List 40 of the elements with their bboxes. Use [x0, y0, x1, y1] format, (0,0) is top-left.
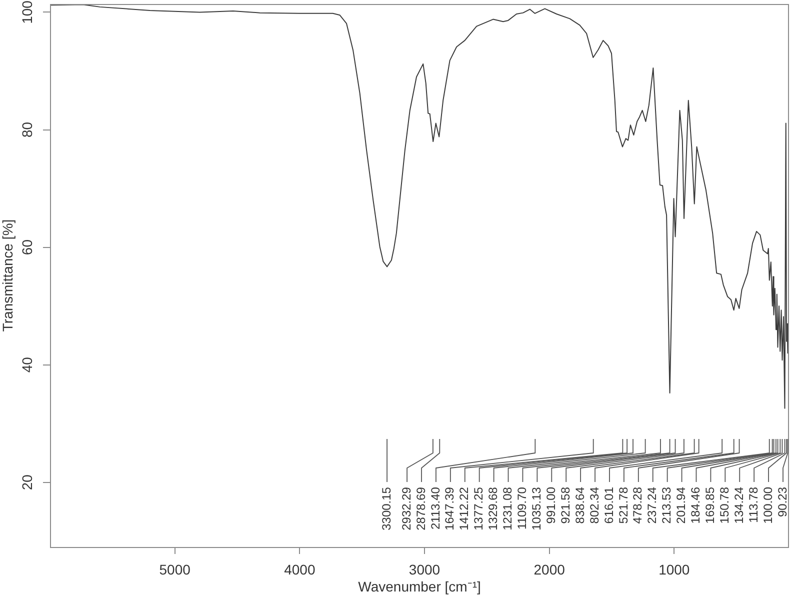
annotation: 169.85: [703, 486, 718, 524]
annotation: 616.01: [602, 486, 616, 524]
x-tick-label: 5000: [159, 561, 191, 578]
x-tick-label: 3000: [408, 561, 440, 578]
annotation: 2932.29: [399, 486, 414, 530]
annotation: 134.24: [732, 486, 746, 524]
annotation: 478.28: [630, 486, 645, 524]
annotation: 921.58: [558, 486, 572, 524]
x-axis-title: Wavenumber [cm⁻¹]: [358, 578, 481, 594]
y-tick-label: 60: [18, 239, 35, 256]
annotation: 150.78: [717, 486, 732, 524]
annotation: 100.00: [760, 486, 775, 524]
x-tick-label: 4000: [284, 561, 316, 578]
y-tick-label: 40: [18, 356, 35, 373]
y-tick-label: 100: [18, 0, 35, 24]
annotation: 838.64: [572, 486, 587, 524]
annotation: 90.23: [775, 486, 790, 518]
annotation: 213.53: [660, 486, 674, 524]
y-axis-title: Transmittance [%]: [0, 219, 16, 332]
annotation: 2113.40: [428, 486, 442, 530]
y-tick-label: 20: [18, 474, 35, 490]
annotation: 1412.22: [457, 486, 472, 530]
annotation: 1231.08: [500, 486, 515, 530]
annotation: 2878.69: [414, 486, 428, 530]
y-tick-label: 80: [18, 122, 35, 138]
annotation: 1329.68: [486, 486, 500, 530]
annotation: 521.78: [616, 486, 630, 524]
annotation: 1109.70: [515, 486, 530, 530]
annotation: 3300.15: [379, 486, 394, 530]
annotation: 1377.25: [472, 486, 486, 530]
annotation: 201.94: [674, 486, 688, 524]
x-tick-label: 2000: [534, 561, 566, 578]
annotation: 1035.13: [529, 486, 544, 530]
x-tick-label: 1000: [658, 561, 690, 578]
annotation: 237.24: [645, 486, 660, 524]
annotation: 1647.39: [442, 486, 457, 530]
annotation: 991.00: [544, 486, 558, 524]
annotation: 802.34: [587, 486, 602, 524]
annotation: 184.46: [688, 486, 703, 524]
annotation: 113.78: [746, 486, 760, 523]
